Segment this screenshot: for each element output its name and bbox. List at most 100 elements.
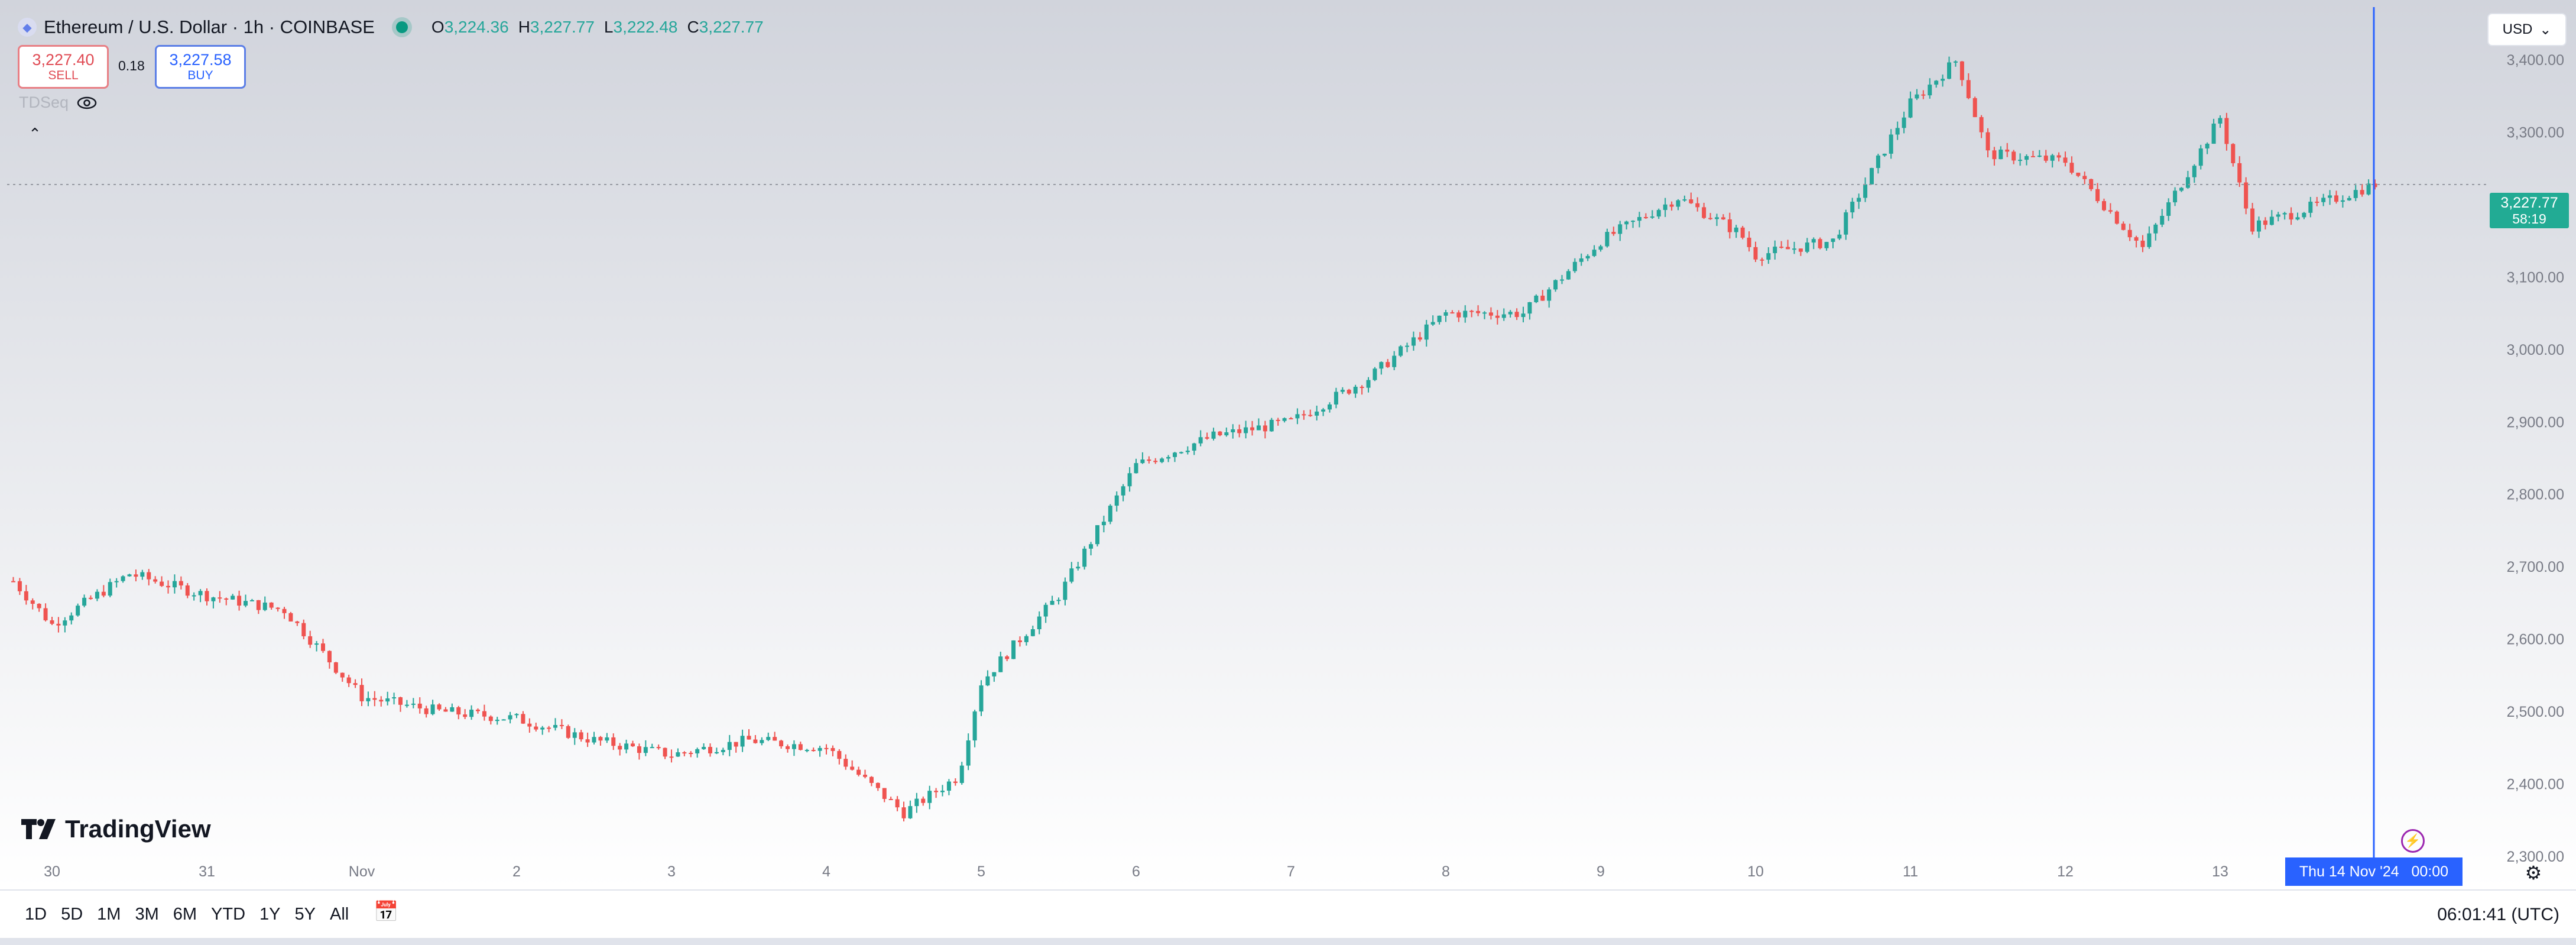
candle[interactable] bbox=[1605, 228, 1610, 248]
candle[interactable] bbox=[1056, 597, 1061, 605]
candle[interactable] bbox=[359, 678, 364, 706]
candle[interactable] bbox=[2282, 212, 2287, 220]
candle[interactable] bbox=[2263, 217, 2267, 230]
candle[interactable] bbox=[443, 707, 448, 712]
candle[interactable] bbox=[572, 728, 577, 745]
candle[interactable] bbox=[2366, 179, 2371, 196]
candle[interactable] bbox=[1656, 208, 1661, 219]
candle[interactable] bbox=[495, 717, 499, 725]
candle[interactable] bbox=[2095, 183, 2100, 203]
candle[interactable] bbox=[218, 591, 222, 603]
candle[interactable] bbox=[1585, 254, 1590, 261]
candle[interactable] bbox=[966, 733, 971, 771]
candle[interactable] bbox=[392, 692, 397, 705]
candle[interactable] bbox=[308, 630, 313, 648]
candle[interactable] bbox=[824, 744, 829, 755]
candle[interactable] bbox=[179, 576, 183, 590]
candle[interactable] bbox=[1237, 424, 1242, 438]
candle[interactable] bbox=[1882, 153, 1887, 157]
candle[interactable] bbox=[2373, 179, 2377, 190]
candle[interactable] bbox=[249, 598, 254, 601]
candle[interactable] bbox=[650, 743, 654, 749]
range-button-5y[interactable]: 5Y bbox=[294, 905, 316, 924]
candle[interactable] bbox=[127, 574, 132, 577]
candle[interactable] bbox=[69, 612, 74, 624]
candle[interactable] bbox=[288, 611, 293, 622]
candle[interactable] bbox=[211, 597, 216, 609]
candle[interactable] bbox=[786, 744, 790, 753]
candle[interactable] bbox=[282, 607, 287, 619]
candle[interactable] bbox=[1521, 306, 1526, 323]
candle[interactable] bbox=[927, 785, 932, 810]
candle[interactable] bbox=[1540, 290, 1545, 301]
range-button-1m[interactable]: 1M bbox=[97, 905, 121, 924]
candle[interactable] bbox=[2025, 154, 2029, 166]
candle[interactable] bbox=[830, 745, 835, 757]
candle[interactable] bbox=[1069, 562, 1074, 584]
candle[interactable] bbox=[1495, 310, 1500, 325]
candle[interactable] bbox=[1205, 432, 1209, 440]
candle[interactable] bbox=[301, 619, 306, 640]
candle[interactable] bbox=[1850, 198, 1855, 219]
candle[interactable] bbox=[959, 762, 964, 785]
candle[interactable] bbox=[2302, 212, 2306, 219]
candle[interactable] bbox=[1676, 199, 1680, 211]
candle[interactable] bbox=[1424, 319, 1429, 347]
candle[interactable] bbox=[2069, 156, 2074, 174]
candle[interactable] bbox=[1018, 636, 1022, 647]
candle[interactable] bbox=[901, 801, 906, 822]
candle[interactable] bbox=[1695, 197, 1700, 212]
candle[interactable] bbox=[2082, 171, 2087, 185]
candle[interactable] bbox=[1160, 457, 1164, 464]
candle[interactable] bbox=[1063, 577, 1068, 606]
candle[interactable] bbox=[2114, 210, 2119, 225]
candle[interactable] bbox=[1037, 611, 1042, 635]
candle[interactable] bbox=[2108, 203, 2113, 214]
range-button-5d[interactable]: 5D bbox=[61, 905, 83, 924]
candle[interactable] bbox=[1844, 209, 1848, 240]
candle[interactable] bbox=[160, 576, 164, 587]
candle[interactable] bbox=[1740, 226, 1745, 240]
candle[interactable] bbox=[721, 747, 725, 756]
candle[interactable] bbox=[140, 569, 145, 580]
candle[interactable] bbox=[398, 697, 403, 712]
candle[interactable] bbox=[385, 691, 390, 705]
candle[interactable] bbox=[1953, 60, 1958, 67]
candle[interactable] bbox=[998, 652, 1003, 672]
range-button-6m[interactable]: 6M bbox=[173, 905, 197, 924]
candle[interactable] bbox=[1547, 287, 1552, 308]
candle[interactable] bbox=[2063, 151, 2068, 167]
candle[interactable] bbox=[101, 585, 106, 598]
candle[interactable] bbox=[1831, 238, 1835, 248]
candle[interactable] bbox=[1140, 452, 1145, 464]
candle[interactable] bbox=[231, 594, 235, 600]
symbol-title[interactable]: Ethereum / U.S. Dollar · 1h · COINBASE bbox=[44, 17, 375, 37]
candle[interactable] bbox=[689, 751, 693, 758]
candle[interactable] bbox=[1108, 504, 1112, 525]
candle[interactable] bbox=[430, 700, 435, 716]
candle[interactable] bbox=[1773, 240, 1777, 260]
candle[interactable] bbox=[1353, 384, 1358, 398]
sell-button[interactable]: 3,227.40 SELL bbox=[18, 45, 109, 89]
candle[interactable] bbox=[50, 617, 54, 626]
candle[interactable] bbox=[295, 620, 300, 626]
candle[interactable] bbox=[953, 778, 958, 786]
candle[interactable] bbox=[185, 583, 190, 598]
candle[interactable] bbox=[1173, 452, 1177, 462]
candle[interactable] bbox=[1689, 192, 1693, 204]
candle[interactable] bbox=[553, 718, 557, 731]
candle[interactable] bbox=[643, 740, 648, 756]
candle[interactable] bbox=[1708, 213, 1713, 220]
candle[interactable] bbox=[1101, 516, 1106, 533]
candle[interactable] bbox=[1947, 56, 1951, 80]
tradingview-logo[interactable]: TradingView bbox=[21, 815, 211, 843]
candle[interactable] bbox=[1663, 198, 1667, 217]
candle[interactable] bbox=[791, 740, 796, 756]
candle[interactable] bbox=[1786, 240, 1790, 250]
candle[interactable] bbox=[1527, 302, 1532, 320]
candle[interactable] bbox=[1908, 91, 1913, 118]
candle[interactable] bbox=[333, 662, 338, 674]
candle[interactable] bbox=[1276, 418, 1280, 426]
candle[interactable] bbox=[1263, 420, 1267, 439]
